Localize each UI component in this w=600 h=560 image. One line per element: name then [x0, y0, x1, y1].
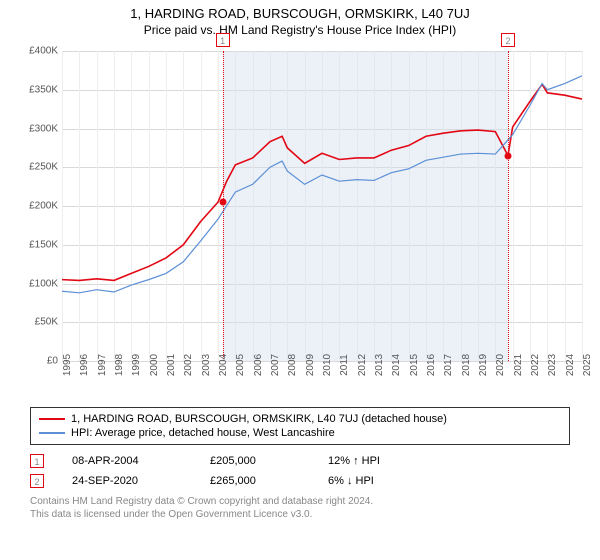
page: 1, HARDING ROAD, BURSCOUGH, ORMSKIRK, L4… [0, 0, 600, 560]
marker-line [223, 51, 224, 361]
marker-line [508, 51, 509, 361]
transaction-date: 24-SEP-2020 [72, 475, 182, 487]
y-axis: £0£50K£100K£150K£200K£250K£300K£350K£400… [20, 51, 60, 361]
y-tick-label: £200K [29, 201, 58, 212]
legend-row: 1, HARDING ROAD, BURSCOUGH, ORMSKIRK, L4… [39, 412, 561, 426]
y-tick-label: £350K [29, 84, 58, 95]
legend-text: 1, HARDING ROAD, BURSCOUGH, ORMSKIRK, L4… [71, 413, 447, 425]
y-tick-label: £150K [29, 239, 58, 250]
transaction-date: 08-APR-2004 [72, 455, 182, 467]
transaction-badge: 1 [30, 454, 44, 468]
series-hpi [62, 76, 582, 293]
transactions-table: 1 08-APR-2004 £205,000 12% ↑ HPI 2 24-SEP-202… [30, 451, 570, 491]
y-tick-label: £0 [47, 356, 58, 367]
transaction-row: 1 08-APR-2004 £205,000 12% ↑ HPI [30, 451, 570, 471]
y-tick-label: £300K [29, 123, 58, 134]
transaction-row: 2 24-SEP-2020 £265,000 6% ↓ HPI [30, 471, 570, 491]
footer-line-2: This data is licensed under the Open Gov… [30, 508, 570, 521]
transaction-badge: 2 [30, 474, 44, 488]
gridline-v [582, 51, 583, 361]
chart: £0 £50K £100K £150K £200K £250K £300K £350K £400… [20, 41, 590, 401]
chart-svg [62, 51, 582, 361]
marker-dot [504, 152, 511, 159]
transaction-price: £265,000 [210, 475, 300, 487]
legend-swatch [39, 432, 65, 434]
marker-dot [219, 199, 226, 206]
legend-row: HPI: Average price, detached house, West… [39, 426, 561, 440]
plot-area: 12 [62, 51, 582, 361]
legend-text: HPI: Average price, detached house, West… [71, 427, 335, 439]
legend-swatch [39, 418, 65, 420]
transaction-delta: 6% ↓ HPI [328, 475, 374, 487]
marker-badge: 2 [501, 33, 515, 47]
x-axis: 1995199619971998199920002001200220032004… [62, 361, 582, 401]
y-tick-label: £400K [29, 46, 58, 57]
page-title: 1, HARDING ROAD, BURSCOUGH, ORMSKIRK, L4… [0, 0, 600, 21]
marker-badge: 1 [216, 33, 230, 47]
legend: 1, HARDING ROAD, BURSCOUGH, ORMSKIRK, L4… [30, 407, 570, 445]
y-tick-label: £100K [29, 278, 58, 289]
transaction-price: £205,000 [210, 455, 300, 467]
x-tick-label: 2025 [582, 354, 600, 376]
y-tick-label: £50K [35, 317, 58, 328]
series-property [62, 84, 582, 280]
transaction-delta: 12% ↑ HPI [328, 455, 380, 467]
y-tick-label: £250K [29, 162, 58, 173]
footer-line-1: Contains HM Land Registry data © Crown c… [30, 495, 570, 508]
footer: Contains HM Land Registry data © Crown c… [30, 495, 570, 521]
